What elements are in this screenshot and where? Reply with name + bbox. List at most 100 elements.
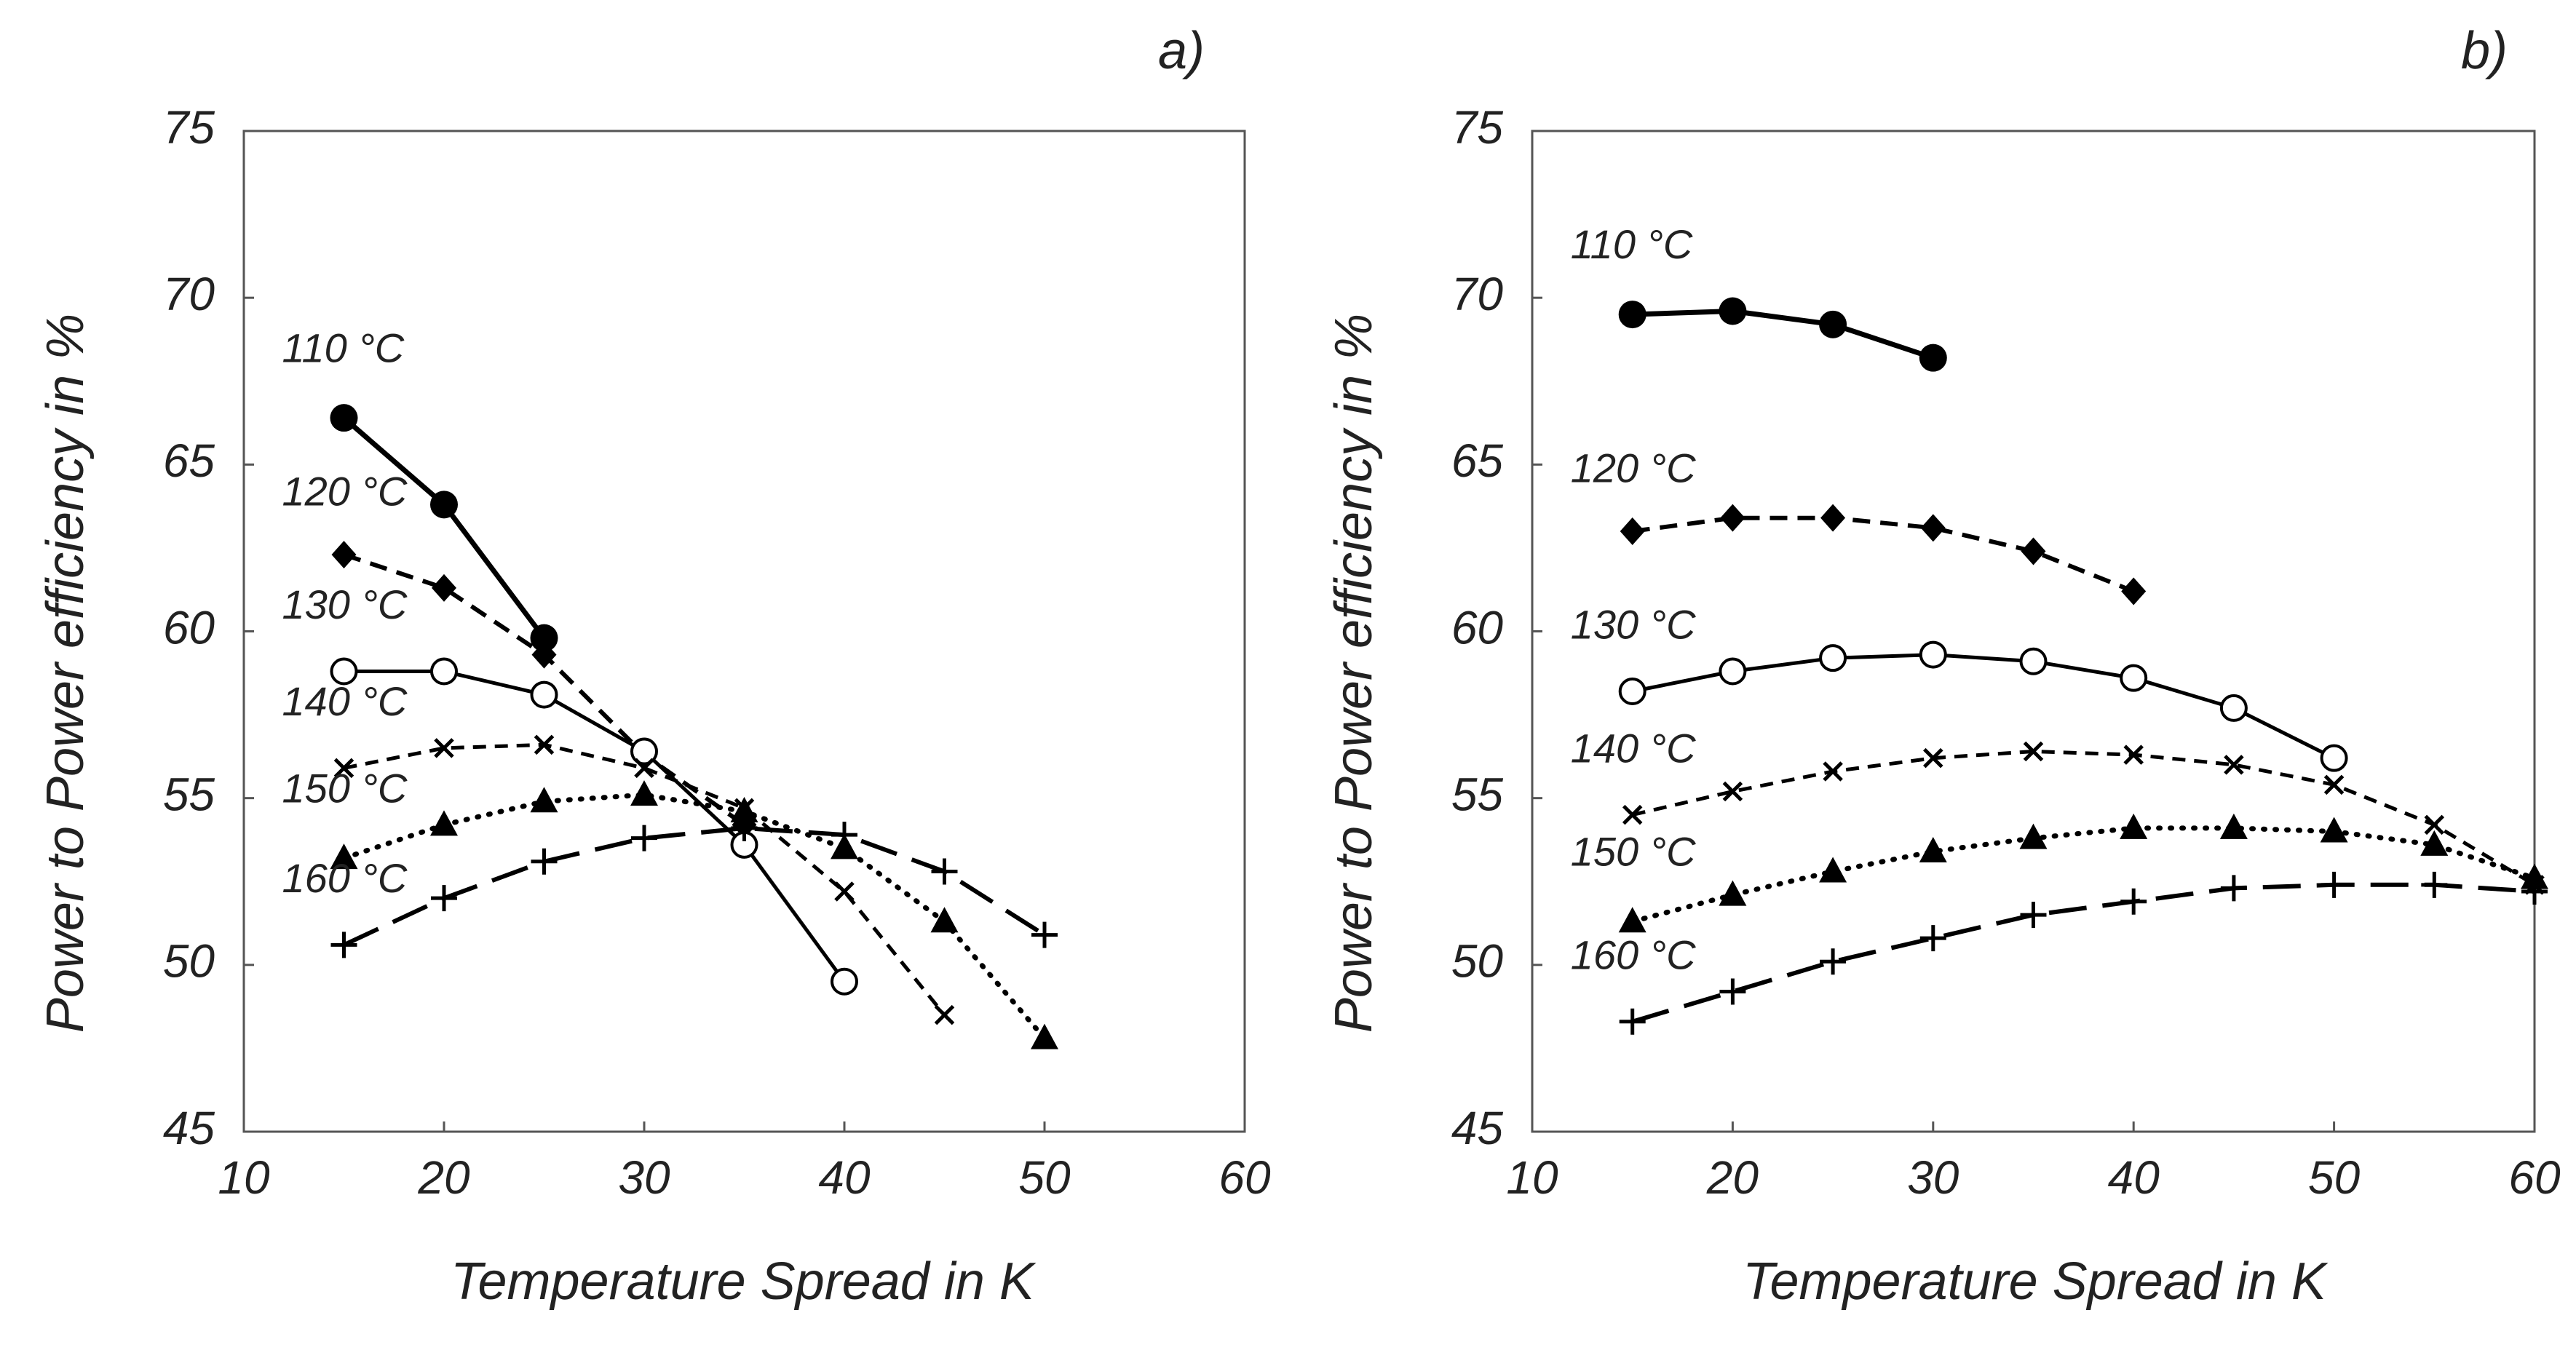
panel-a-series-130-c-point [530, 680, 558, 709]
panel-b-series-150-c-point [1719, 880, 1747, 906]
panel-a-series-110-c: 110 °C [282, 325, 558, 652]
panel-b-x-tick-label: 60 [2508, 1151, 2561, 1204]
panel-a-y-tick-label: 65 [163, 434, 215, 487]
panel-b-series-140-c-point [2224, 755, 2244, 775]
panel-a-x-tick-label: 30 [618, 1151, 670, 1204]
panel-b-series-130-c-point [1819, 644, 1847, 672]
panel-b-series-160-c-point [1619, 1008, 1646, 1035]
panel-a-series-150-c-line [341, 792, 1047, 1041]
panel-b-series-140-c-point [1622, 804, 1643, 825]
panel-a-x-tick-label: 50 [1018, 1151, 1071, 1204]
panel-b-x-tick-label: 20 [1706, 1151, 1759, 1204]
panel-b-y-tick-label: 70 [1451, 268, 1504, 320]
panel-b-series-160-c-point [2321, 871, 2347, 898]
panel-b-series-150-c-label: 150 °C [1571, 828, 1696, 874]
panel-b-series-160-c-line [1631, 882, 2535, 1024]
panel-a-series-160-c-point [330, 932, 357, 958]
panel-a-series-150-c-label: 150 °C [282, 765, 408, 811]
panel-a-y-tick-label: 45 [163, 1102, 215, 1154]
panel-b-series-110-c-label: 110 °C [1571, 221, 1693, 267]
panel-b-series-130-c-line [1632, 653, 2335, 760]
panel-a-x-tick-label: 20 [417, 1151, 470, 1204]
panel-b-series-150-c-point [1618, 907, 1646, 933]
panel-b-series-140-c-point [2424, 814, 2445, 835]
panel-a-series-160-c-point [831, 822, 857, 849]
panel-a-series-150-c-point [530, 787, 558, 813]
panel-b-series-120-c-point [2121, 577, 2147, 605]
panel-b-series-140-c: 140 °C [1571, 725, 2545, 895]
panel-b-series-160-c-point [1719, 978, 1746, 1005]
panel-b-series-140-c-point [1923, 747, 1943, 769]
panel-b-series-130-c-point [2219, 694, 2248, 722]
panel-a-y-tick-label: 75 [163, 101, 215, 154]
panel-b: b) 45 50 55 60 65 70 75 10 20 30 40 50 60 Temperature … [1325, 22, 2561, 1311]
panel-b-series-150-c-point [2320, 817, 2348, 843]
panel-a-x-tick-label: 40 [818, 1151, 871, 1204]
panel-b-y-tick-label: 55 [1451, 769, 1504, 821]
panel-a-series-140-c-point [634, 758, 654, 779]
panel-a-series-140-c-point [834, 881, 855, 902]
panel-a-series-110-c-point [330, 404, 358, 432]
panel-a-series-160-c: 160 °C [282, 814, 1058, 958]
panel-b-series-140-c-point [1722, 781, 1743, 802]
panel-b-series-130-c-point [2320, 744, 2348, 772]
panel-b-y-tick-label: 60 [1451, 601, 1504, 654]
panel-a-series-140-c-point [333, 758, 354, 779]
panel-b-series-130-c-label: 130 °C [1571, 602, 1696, 648]
panel-a-series-160-c-line [343, 825, 1046, 948]
panel-b-series-130-c-point [2120, 664, 2148, 692]
panel-a-x-tick-label: 10 [218, 1151, 270, 1204]
panel-b-label: b) [2461, 22, 2508, 80]
panel-a-series-160-c-point [531, 848, 558, 875]
panel-b-series-160-c: 160 °C [1571, 871, 2548, 1035]
panel-a-series-150-c-point [730, 797, 758, 822]
panel-b-series-110-c-point [1618, 301, 1646, 329]
panel-b-series-160-c-label: 160 °C [1571, 932, 1696, 977]
panel-a-series-160-c-point [1031, 921, 1058, 948]
panel-b-series-150-c-point [2521, 863, 2548, 889]
panel-b-series-130-c-point [1719, 657, 1747, 686]
panel-b-series-110-c: 110 °C [1571, 221, 1947, 372]
panel-a-series-110-c-label: 110 °C [282, 325, 405, 370]
panel-a-series-120-c-point [432, 573, 456, 602]
panel-b-series-120-c-point [1920, 514, 1946, 542]
panel-b-series-150-c-point [1919, 837, 1947, 862]
panel-b-series-130-c-point [1919, 640, 1947, 669]
panel-a-series-130-c-point [630, 737, 658, 766]
panel-b-series-160-c-point [1919, 925, 1946, 952]
panel-b-series-160-c-point [2020, 902, 2047, 929]
panel-b-x-axis-label: Temperature Spread in K [1743, 1252, 2329, 1311]
panel-b-series-140-c-point [2023, 741, 2044, 762]
panel-a-y-tick-label: 55 [163, 769, 215, 821]
panel-a-series-110-c-point [430, 491, 458, 519]
panel-a-series-130-c-point [831, 967, 858, 996]
panel-a-y-tick-label: 50 [163, 935, 215, 988]
panel-b-series-120-c: 120 °C [1571, 445, 2147, 605]
panel-b-x-tick-label: 10 [1506, 1151, 1558, 1204]
panel-a-series-120-c-point [531, 640, 557, 669]
panel-a-series-140-c-point [434, 738, 454, 758]
panel-a-series-150-c-point [330, 843, 358, 870]
panel-a-x-tick-label: 60 [1218, 1151, 1271, 1204]
panel-a-x-axis-label: Temperature Spread in K [451, 1252, 1037, 1311]
panel-b-y-axis-label: Power to Power efficiency in % [1325, 314, 1383, 1033]
panel-b-series-140-c-line [1632, 750, 2536, 886]
panel-b-series-120-c-point [1820, 504, 1846, 532]
panel-a-series-140-c-point [534, 734, 555, 755]
panel-b-series-160-c-point [2120, 888, 2147, 915]
panel-a-series-130-c-line [344, 670, 847, 983]
panel-a-series-140-c-label: 140 °C [282, 678, 408, 724]
panel-a-y-tick-label: 60 [163, 601, 215, 654]
panel-b-series-110-c-point [1919, 344, 1947, 372]
panel-b-series-130-c-point [1618, 678, 1646, 705]
panel-a-series-140-c-point [934, 1004, 955, 1025]
panel-b-y-tick-label: 75 [1451, 101, 1504, 154]
panel-a-series-160-c-point [731, 814, 758, 841]
panel-b-series-110-c-line [1632, 309, 1934, 361]
panel-a-series-130-c-point [330, 657, 358, 686]
panel-b-series-140-c-point [2323, 774, 2345, 795]
panel-b-x-tick-label: 40 [2108, 1151, 2160, 1204]
panel-a-series-150-c-point [1031, 1023, 1058, 1049]
panel-a-series-130-c: 130 °C [282, 581, 858, 996]
